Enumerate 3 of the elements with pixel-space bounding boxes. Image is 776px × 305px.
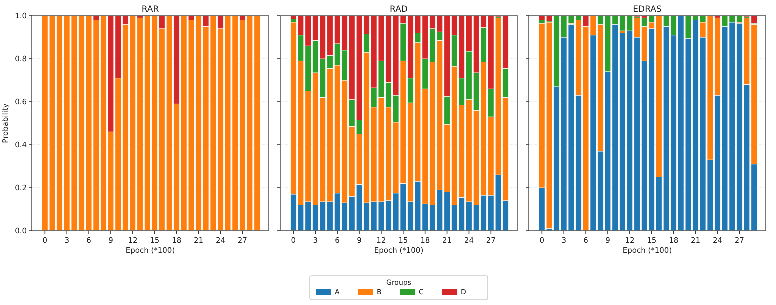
- chart-title: RAR: [142, 5, 160, 15]
- chart-title: RAD: [390, 5, 408, 15]
- chart-title: EDRAS: [633, 5, 662, 15]
